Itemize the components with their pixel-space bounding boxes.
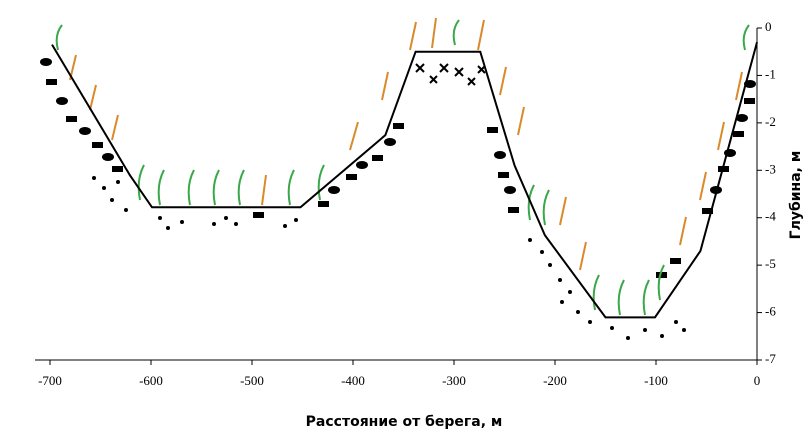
- y-tick-label: -7: [765, 351, 776, 366]
- y-tick-label: -3: [765, 161, 776, 176]
- x-tick-label: -200: [543, 373, 567, 388]
- x-tick-label: -400: [341, 373, 365, 388]
- x-tick-label: -500: [240, 373, 264, 388]
- x-tick-label: 0: [754, 373, 761, 388]
- decorations: [40, 17, 756, 340]
- x-tick-label: -600: [139, 373, 163, 388]
- y-tick-label: -2: [765, 114, 776, 129]
- x-axis-label: Расстояние от берега, м: [306, 414, 503, 430]
- profile-line: [51, 41, 758, 319]
- x-tick-label: -100: [644, 373, 668, 388]
- y-tick-label: 0: [765, 19, 772, 34]
- x-tick-label: -700: [38, 373, 62, 388]
- y-axis-label: Глубина, м: [788, 151, 804, 240]
- y-tick-label: -1: [765, 66, 776, 81]
- y-tick-label: -5: [765, 256, 776, 271]
- y-tick-label: -4: [765, 209, 776, 224]
- x-tick-label: -300: [442, 373, 466, 388]
- y-tick-label: -6: [765, 304, 776, 319]
